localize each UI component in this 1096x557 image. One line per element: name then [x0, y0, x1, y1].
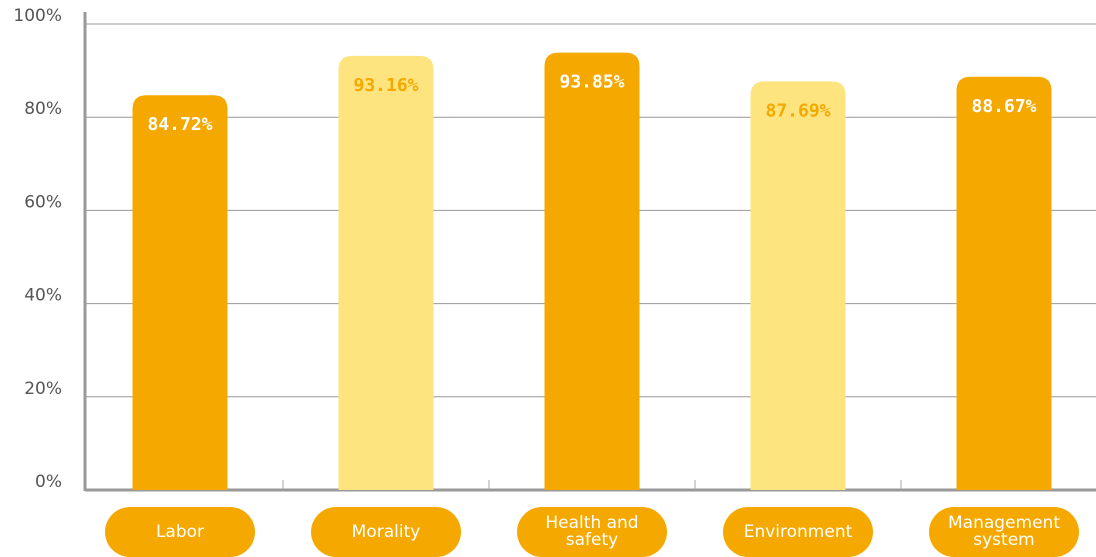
value-label: 93.16%: [353, 75, 418, 96]
category-pill: Morality: [311, 507, 461, 557]
bar: [750, 81, 846, 491]
category-pill: Environment: [723, 507, 873, 557]
category-pill: Health and safety: [517, 507, 667, 557]
value-label: 87.69%: [765, 100, 830, 121]
value-label: 84.72%: [147, 114, 212, 135]
y-tick-label: 80%: [24, 99, 62, 119]
category-pill: Labor: [105, 507, 255, 557]
value-label: 88.67%: [971, 96, 1036, 117]
y-tick-label: 0%: [35, 472, 62, 492]
bar: [132, 95, 228, 490]
y-tick-label: 20%: [24, 379, 62, 399]
category-pill: Management system: [929, 507, 1079, 557]
value-label: 93.85%: [559, 72, 624, 93]
bar: [338, 55, 434, 491]
y-tick-label: 40%: [24, 286, 62, 306]
y-tick-label: 60%: [24, 192, 62, 212]
bar: [544, 52, 640, 491]
bar: [956, 76, 1052, 491]
y-tick-label: 100%: [13, 6, 62, 26]
